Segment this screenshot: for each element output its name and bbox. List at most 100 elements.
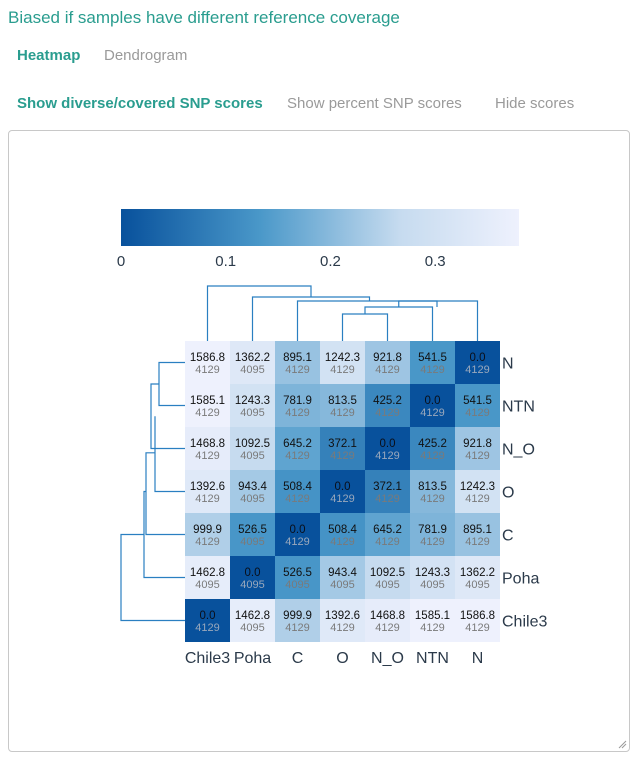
tab-dendrogram[interactable]: Dendrogram	[104, 47, 188, 64]
heatmap-cell	[185, 556, 230, 599]
colorbar-tick-label: 0.2	[320, 253, 341, 270]
row-label: Poha	[502, 571, 539, 588]
cell-score-value: 1092.5	[370, 567, 405, 579]
heatmap-cell	[230, 599, 275, 642]
cell-coverage-value: 4129	[285, 364, 309, 376]
heatmap-cell	[230, 427, 275, 470]
cell-score-value: 1392.6	[325, 610, 360, 622]
cell-score-value: 1468.8	[370, 610, 405, 622]
cell-score-value: 921.8	[463, 438, 492, 450]
heatmap-cell	[455, 599, 500, 642]
cell-score-value: 1585.1	[415, 610, 450, 622]
cell-score-value: 1242.3	[460, 481, 495, 493]
heatmap-cell	[320, 513, 365, 556]
cell-coverage-value: 4095	[240, 493, 264, 505]
dendrogram-branch	[120, 533, 185, 622]
heatmap-cell	[455, 470, 500, 513]
cell-score-value: 921.8	[373, 352, 402, 364]
cell-coverage-value: 4129	[330, 450, 354, 462]
dendrogram-branch	[251, 296, 371, 341]
cell-coverage-value: 4129	[375, 364, 399, 376]
cell-coverage-value: 4129	[420, 364, 444, 376]
heatmap-cells: 1586.841291362.24095895.141291242.341299…	[185, 341, 500, 642]
cell-score-value: 1586.8	[190, 352, 225, 364]
cell-score-value: 1462.8	[190, 567, 225, 579]
heatmap-cell	[410, 599, 455, 642]
cell-coverage-value: 4129	[420, 450, 444, 462]
heatmap-cell	[410, 470, 455, 513]
cell-coverage-value: 4129	[195, 450, 219, 462]
heatmap-cell	[185, 599, 230, 642]
column-label: C	[292, 650, 304, 667]
heatmap-cell	[410, 384, 455, 427]
heatmap-cell	[230, 513, 275, 556]
tab-diverse-covered-scores[interactable]: Show diverse/covered SNP scores	[17, 95, 263, 112]
cell-score-value: 425.2	[418, 438, 447, 450]
cell-score-value: 999.9	[193, 524, 222, 536]
resize-handle-icon[interactable]	[617, 739, 627, 749]
cell-coverage-value: 4095	[465, 579, 489, 591]
tab-heatmap[interactable]: Heatmap	[17, 47, 81, 64]
column-label: N_O	[371, 650, 404, 667]
cell-score-value: 1462.8	[235, 610, 270, 622]
dendrogram-branch	[364, 306, 434, 341]
heatmap-cell	[410, 427, 455, 470]
cell-score-value: 813.5	[418, 481, 447, 493]
heatmap-cell	[230, 384, 275, 427]
heatmap-cell	[320, 427, 365, 470]
cell-score-value: 781.9	[283, 395, 312, 407]
cell-score-value: 0.0	[245, 567, 261, 579]
heatmap-cell	[275, 470, 320, 513]
cell-score-value: 508.4	[283, 481, 312, 493]
cell-score-value: 372.1	[328, 438, 357, 450]
row-label: C	[502, 528, 514, 545]
heatmap-cell	[275, 599, 320, 642]
cell-coverage-value: 4129	[330, 536, 354, 548]
cell-coverage-value: 4129	[375, 450, 399, 462]
row-labels: N NTN N_O O C Poha Chile3	[502, 356, 547, 631]
heatmap-cell	[320, 599, 365, 642]
row-label: N_O	[502, 442, 535, 459]
heatmap-cell	[185, 470, 230, 513]
cell-score-value: 0.0	[290, 524, 306, 536]
colorbar-tick-label: 0.3	[425, 253, 446, 270]
tab-percent-scores[interactable]: Show percent SNP scores	[287, 95, 462, 112]
heatmap-cell	[275, 341, 320, 384]
cell-coverage-value: 4129	[375, 407, 399, 419]
column-label: Chile3	[185, 650, 230, 667]
cell-coverage-value: 4129	[330, 622, 354, 634]
cell-score-value: 526.5	[283, 567, 312, 579]
cell-score-value: 1362.2	[460, 567, 495, 579]
cell-coverage-value: 4095	[330, 579, 354, 591]
cell-coverage-value: 4129	[420, 407, 444, 419]
cell-score-value: 1243.3	[415, 567, 450, 579]
heatmap-cell	[455, 427, 500, 470]
colorbar-tick-label: 0	[117, 253, 125, 270]
heatmap-cell	[275, 384, 320, 427]
heatmap-cell	[275, 513, 320, 556]
tab-hide-scores[interactable]: Hide scores	[495, 95, 575, 112]
cell-score-value: 508.4	[328, 524, 357, 536]
page-title: Biased if samples have different referen…	[8, 8, 400, 27]
column-labels: Chile3 Poha C O N_O NTN N	[185, 650, 483, 667]
cell-coverage-value: 4129	[420, 536, 444, 548]
cell-coverage-value: 4129	[375, 622, 399, 634]
dendrogram-branch	[145, 452, 185, 536]
cell-coverage-value: 4129	[195, 493, 219, 505]
heatmap-cell	[365, 341, 410, 384]
cell-coverage-value: 4095	[375, 579, 399, 591]
heatmap-cell	[320, 384, 365, 427]
cell-score-value: 541.5	[418, 352, 447, 364]
cell-score-value: 1362.2	[235, 352, 270, 364]
cell-coverage-value: 4129	[465, 622, 489, 634]
heatmap-cell	[455, 513, 500, 556]
colorbar	[121, 209, 519, 246]
heatmap-cell	[185, 384, 230, 427]
row-label: NTN	[502, 399, 535, 416]
cell-score-value: 526.5	[238, 524, 267, 536]
heatmap-cell	[410, 513, 455, 556]
column-label: NTN	[416, 650, 449, 667]
cell-coverage-value: 4129	[330, 407, 354, 419]
cell-coverage-value: 4129	[375, 493, 399, 505]
cell-coverage-value: 4129	[330, 364, 354, 376]
